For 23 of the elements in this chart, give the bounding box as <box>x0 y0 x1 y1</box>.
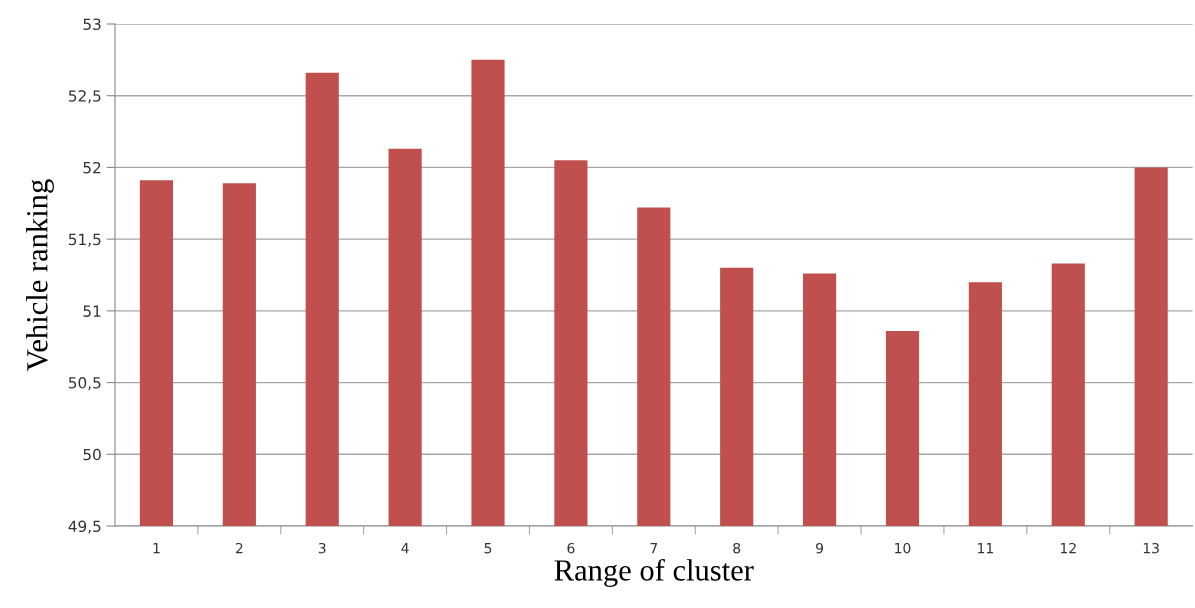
x-tick-label: 1 <box>153 543 160 554</box>
x-axis-title: Range of cluster <box>554 558 754 587</box>
x-tick-label: 9 <box>816 542 824 554</box>
x-tick-label: 10 <box>895 542 911 554</box>
y-tick-label: 50,5 <box>68 377 101 391</box>
y-tick-label: 51,5 <box>68 233 101 247</box>
x-tick-label: 7 <box>650 543 658 554</box>
x-tick-label: 11 <box>978 543 993 554</box>
y-tick-label: 53 <box>83 18 101 31</box>
y-tick-label: 49,5 <box>68 520 101 534</box>
y-tick-label: 51 <box>83 305 101 317</box>
x-tick-label: 8 <box>733 542 741 554</box>
x-tick-label: 2 <box>235 542 243 554</box>
x-tick-label: 13 <box>1143 542 1159 554</box>
y-tick-label: 50 <box>83 448 101 461</box>
y-tick-label: 52 <box>83 161 101 174</box>
x-tick-label: 6 <box>567 542 575 554</box>
x-tick-label: 4 <box>401 543 409 554</box>
x-tick-label: 5 <box>484 543 492 554</box>
y-axis-title: Vehicle ranking <box>26 179 54 371</box>
x-tick-label: 3 <box>318 542 326 554</box>
y-tick-label: 52,5 <box>68 90 101 104</box>
x-tick-label: 12 <box>1060 542 1076 554</box>
